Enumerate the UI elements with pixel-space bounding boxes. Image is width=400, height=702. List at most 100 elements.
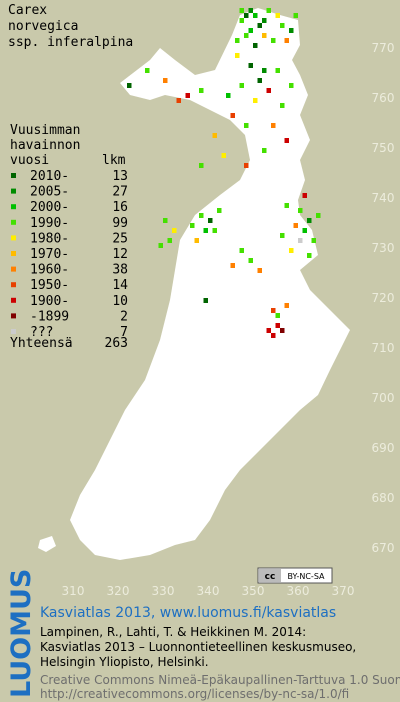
x-tick-label: 340 <box>197 584 220 598</box>
x-tick-label: 310 <box>62 584 85 598</box>
x-tick-label: 320 <box>107 584 130 598</box>
legend-total-label: Yhteensä <box>10 336 73 351</box>
observation-square <box>275 13 280 18</box>
legend-count: 25 <box>112 231 128 246</box>
license-line[interactable]: http://creativecommons.org/licenses/by-n… <box>40 687 349 701</box>
observation-square <box>284 303 289 308</box>
observation-square <box>280 23 285 28</box>
observation-square <box>230 113 235 118</box>
observation-square <box>235 38 240 43</box>
observation-square <box>266 88 271 93</box>
observation-square <box>257 78 262 83</box>
legend-swatch <box>11 297 16 303</box>
badge-terms: BY-NC-SA <box>287 572 325 581</box>
legend-label: 2005- <box>30 185 69 200</box>
observation-square <box>199 163 204 168</box>
legend-count: 7 <box>120 325 128 340</box>
title-line: Carex <box>8 3 47 18</box>
observation-square <box>289 248 294 253</box>
x-tick-label: 370 <box>332 584 355 598</box>
observation-square <box>311 238 316 243</box>
observation-square <box>239 83 244 88</box>
y-tick-label: 760 <box>372 91 395 105</box>
observation-square <box>244 163 249 168</box>
observation-square <box>244 33 249 38</box>
legend-swatch <box>11 313 16 319</box>
observation-square <box>275 323 280 328</box>
observation-square <box>266 328 271 333</box>
y-tick-label: 710 <box>372 341 395 355</box>
observation-square <box>248 258 253 263</box>
citation-line: Lampinen, R., Lahti, T. & Heikkinen M. 2… <box>40 625 306 639</box>
observation-square <box>239 18 244 23</box>
legend-count-heading: lkm <box>102 153 126 168</box>
observation-square <box>284 38 289 43</box>
aland-islands <box>38 536 56 552</box>
observation-square <box>176 98 181 103</box>
legend-count: 12 <box>112 247 128 262</box>
observation-square <box>208 218 213 223</box>
observation-square <box>271 123 276 128</box>
legend-swatch <box>11 204 16 210</box>
legend-count: 16 <box>112 200 128 215</box>
observation-square <box>275 68 280 73</box>
license-line: Creative Commons Nimeä-Epäkaupallinen-Ta… <box>40 673 400 687</box>
observation-square <box>244 13 249 18</box>
y-tick-label: 720 <box>372 291 395 305</box>
x-tick-label: 350 <box>242 584 265 598</box>
badge-cc: cc <box>265 572 276 582</box>
badge-cc-box <box>259 569 281 582</box>
legend-label: 1990- <box>30 216 69 231</box>
legend-count: 2 <box>120 309 128 324</box>
legend-label: 2000- <box>30 200 69 215</box>
observation-square <box>203 228 208 233</box>
observation-square <box>262 18 267 23</box>
observation-square <box>275 313 280 318</box>
legend-count: 13 <box>112 169 128 184</box>
observation-square <box>262 68 267 73</box>
legend-count: 14 <box>112 278 128 293</box>
observation-square <box>217 208 222 213</box>
legend-count: 10 <box>112 294 128 309</box>
x-tick-label: 360 <box>287 584 310 598</box>
observation-square <box>284 203 289 208</box>
observation-square <box>271 308 276 313</box>
y-tick-label: 690 <box>372 441 395 455</box>
legend-heading: vuosi <box>10 153 49 168</box>
observation-square <box>289 28 294 33</box>
y-tick-label: 730 <box>372 241 395 255</box>
legend-count: 99 <box>112 216 128 231</box>
y-tick-label: 680 <box>372 491 395 505</box>
legend-heading: havainnon <box>10 138 80 153</box>
y-tick-label: 700 <box>372 391 395 405</box>
observation-square <box>266 8 271 13</box>
observation-square <box>253 98 258 103</box>
legend-label: 2010- <box>30 169 69 184</box>
y-tick-label: 740 <box>372 191 395 205</box>
license-badge: cc BY-NC-SA <box>257 567 333 584</box>
observation-square <box>302 228 307 233</box>
observation-square <box>203 298 208 303</box>
observation-square <box>185 93 190 98</box>
observation-square <box>172 228 177 233</box>
observation-square <box>262 148 267 153</box>
observation-square <box>248 8 253 13</box>
observation-square <box>190 223 195 228</box>
legend-swatch <box>11 329 16 334</box>
observation-square <box>253 13 258 18</box>
observation-square <box>307 218 312 223</box>
observation-square <box>289 83 294 88</box>
legend-swatch <box>11 266 16 272</box>
observation-square <box>262 33 267 38</box>
observation-square <box>212 228 217 233</box>
observation-square <box>221 153 226 158</box>
footer-link[interactable]: Kasviatlas 2013, www.luomus.fi/kasviatla… <box>40 605 336 621</box>
legend-swatch <box>11 235 16 241</box>
observation-square <box>253 43 258 48</box>
observation-square <box>199 213 204 218</box>
legend-label: ??? <box>30 325 53 340</box>
title-line: ssp. inferalpina <box>8 35 133 50</box>
legend-total: 263 <box>105 336 128 351</box>
